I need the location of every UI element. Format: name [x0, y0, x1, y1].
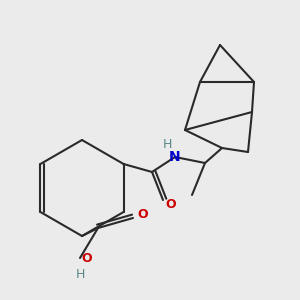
Text: O: O: [82, 253, 92, 266]
Text: O: O: [166, 197, 176, 211]
Text: O: O: [138, 208, 148, 221]
Text: H: H: [75, 268, 85, 281]
Text: N: N: [169, 150, 181, 164]
Text: H: H: [162, 139, 172, 152]
